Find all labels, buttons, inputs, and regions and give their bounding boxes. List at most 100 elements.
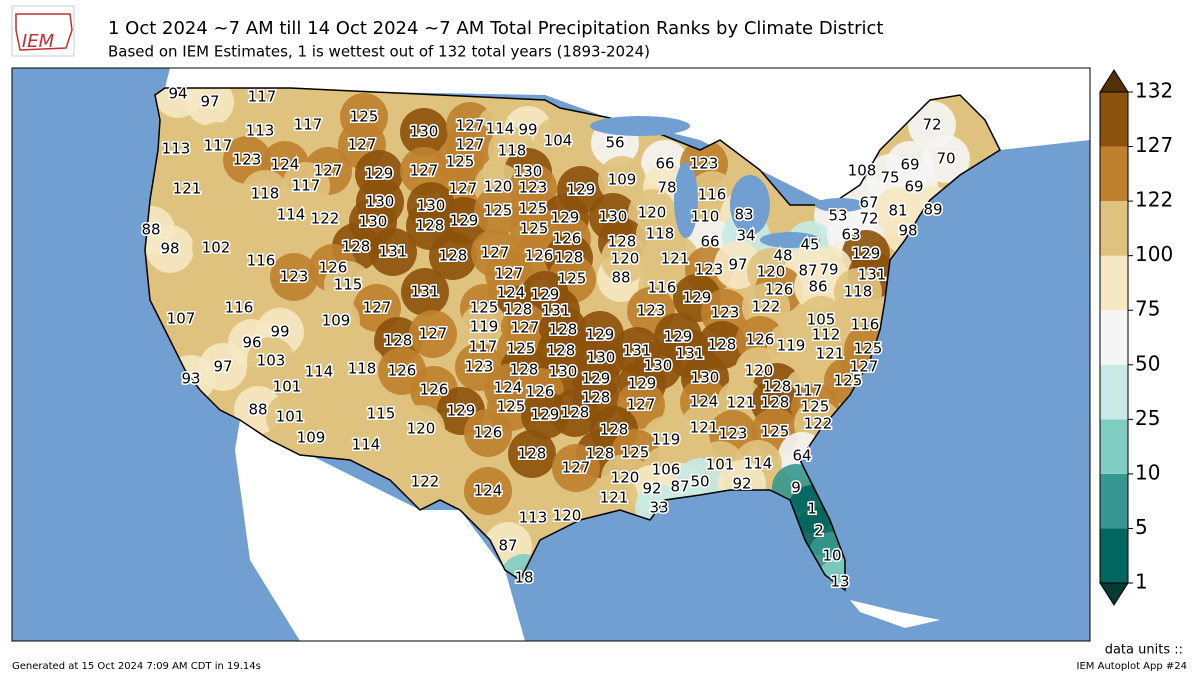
district-rank: 69 xyxy=(904,178,923,196)
district-rank: 125 xyxy=(558,270,587,288)
district-rank: 125 xyxy=(834,372,863,390)
district-rank: 121 xyxy=(690,419,719,437)
units-label: data units :: xyxy=(1105,643,1183,658)
district-rank: 69 xyxy=(900,156,919,174)
lake-ontario xyxy=(815,198,865,212)
district-rank: 53 xyxy=(828,207,847,225)
district-rank: 125 xyxy=(519,200,548,218)
district-rank: 128 xyxy=(547,342,576,360)
district-rank: 96 xyxy=(242,334,261,352)
district-rank: 126 xyxy=(553,230,582,248)
colorbar-tick-label: 127 xyxy=(1135,133,1173,157)
district-rank: 113 xyxy=(246,122,275,140)
district-rank: 120 xyxy=(407,420,436,438)
colorbar: 1 5 10 25 50 75 100 122 127 132 xyxy=(1099,69,1173,606)
district-fill xyxy=(590,474,638,522)
district-rank: 127 xyxy=(627,396,656,414)
district-rank: 120 xyxy=(757,263,786,281)
colorbar-over xyxy=(1099,69,1129,93)
colorbar-segment xyxy=(1100,364,1128,420)
district-fill xyxy=(338,345,386,393)
district-rank: 128 xyxy=(708,336,737,354)
district-rank: 97 xyxy=(213,358,232,376)
district-rank: 97 xyxy=(200,93,219,111)
colorbar-segment xyxy=(1100,310,1128,365)
district-rank: 126 xyxy=(388,362,417,380)
district-fill xyxy=(598,156,646,204)
district-rank: 87 xyxy=(798,262,817,280)
district-rank: 128 xyxy=(342,238,371,256)
district-rank: 94 xyxy=(168,85,187,103)
district-fill xyxy=(312,297,360,345)
district-rank: 102 xyxy=(202,239,231,257)
district-fill xyxy=(429,232,477,280)
district-rank: 75 xyxy=(880,169,899,187)
district-rank: 125 xyxy=(497,398,526,416)
district-rank: 72 xyxy=(859,210,878,228)
district-fill xyxy=(409,310,457,358)
district-rank: 131 xyxy=(379,243,408,261)
district-rank: 130 xyxy=(410,123,439,141)
district-rank: 101 xyxy=(276,408,305,426)
district-rank: 13 xyxy=(830,573,849,591)
district-rank: 125 xyxy=(350,108,379,126)
district-rank: 130 xyxy=(366,193,395,211)
district-rank: 87 xyxy=(670,478,689,496)
district-fill xyxy=(270,253,318,301)
district-rank: 115 xyxy=(334,276,363,294)
colorbar-segment xyxy=(1100,419,1128,474)
district-rank: 123 xyxy=(519,179,548,197)
district-rank: 129 xyxy=(852,245,881,263)
district-rank: 125 xyxy=(854,340,883,358)
district-fill xyxy=(287,414,335,462)
district-rank: 128 xyxy=(582,389,611,407)
district-rank: 45 xyxy=(800,236,819,254)
district-rank: 125 xyxy=(484,202,513,220)
district-rank: 114 xyxy=(744,455,773,473)
district-fill xyxy=(146,225,194,273)
district-rank: 105 xyxy=(807,311,836,329)
district-rank: 128 xyxy=(608,233,637,251)
logo-outline xyxy=(15,13,73,51)
logo-text: IEM xyxy=(22,31,55,52)
district-rank: 125 xyxy=(520,220,549,238)
colorbar-frame xyxy=(1099,91,1129,584)
district-rank: 127 xyxy=(449,180,478,198)
district-rank: 106 xyxy=(652,461,681,479)
district-rank: 127 xyxy=(850,358,879,376)
district-rank: 128 xyxy=(600,421,629,439)
us-border xyxy=(144,87,1001,592)
district-rank: 119 xyxy=(777,337,806,355)
district-rank: 33 xyxy=(649,499,668,517)
district-rank: 127 xyxy=(410,162,439,180)
district-rank: 128 xyxy=(763,378,792,396)
district-rank: 119 xyxy=(652,431,681,449)
district-rank: 128 xyxy=(518,445,547,463)
district-rank: 114 xyxy=(305,363,334,381)
district-rank: 117 xyxy=(292,177,321,195)
district-rank: 120 xyxy=(745,362,774,380)
district-rank: 86 xyxy=(808,278,827,296)
district-rank: 9 xyxy=(791,479,801,497)
district-rank: 121 xyxy=(661,250,690,268)
district-rank: 98 xyxy=(160,240,179,258)
district-rank: 66 xyxy=(655,155,674,173)
district-rank: 110 xyxy=(691,208,720,226)
district-rank: 130 xyxy=(644,357,673,375)
district-fill xyxy=(464,409,512,457)
district-rank: 109 xyxy=(608,171,637,189)
district-rank: 125 xyxy=(761,423,790,441)
district-rank: 127 xyxy=(562,459,591,477)
district-rank: 113 xyxy=(162,140,191,158)
colorbar-segment xyxy=(1100,146,1128,202)
district-rank: 125 xyxy=(621,444,650,462)
district-rank: 123 xyxy=(719,425,748,443)
district-rank: 127 xyxy=(348,136,377,154)
colorbar-tick-label: 50 xyxy=(1135,351,1160,375)
district-rank: 89 xyxy=(923,201,942,219)
district-rank: 128 xyxy=(384,332,413,350)
district-rank: 88 xyxy=(611,269,630,287)
district-fill xyxy=(508,430,556,478)
